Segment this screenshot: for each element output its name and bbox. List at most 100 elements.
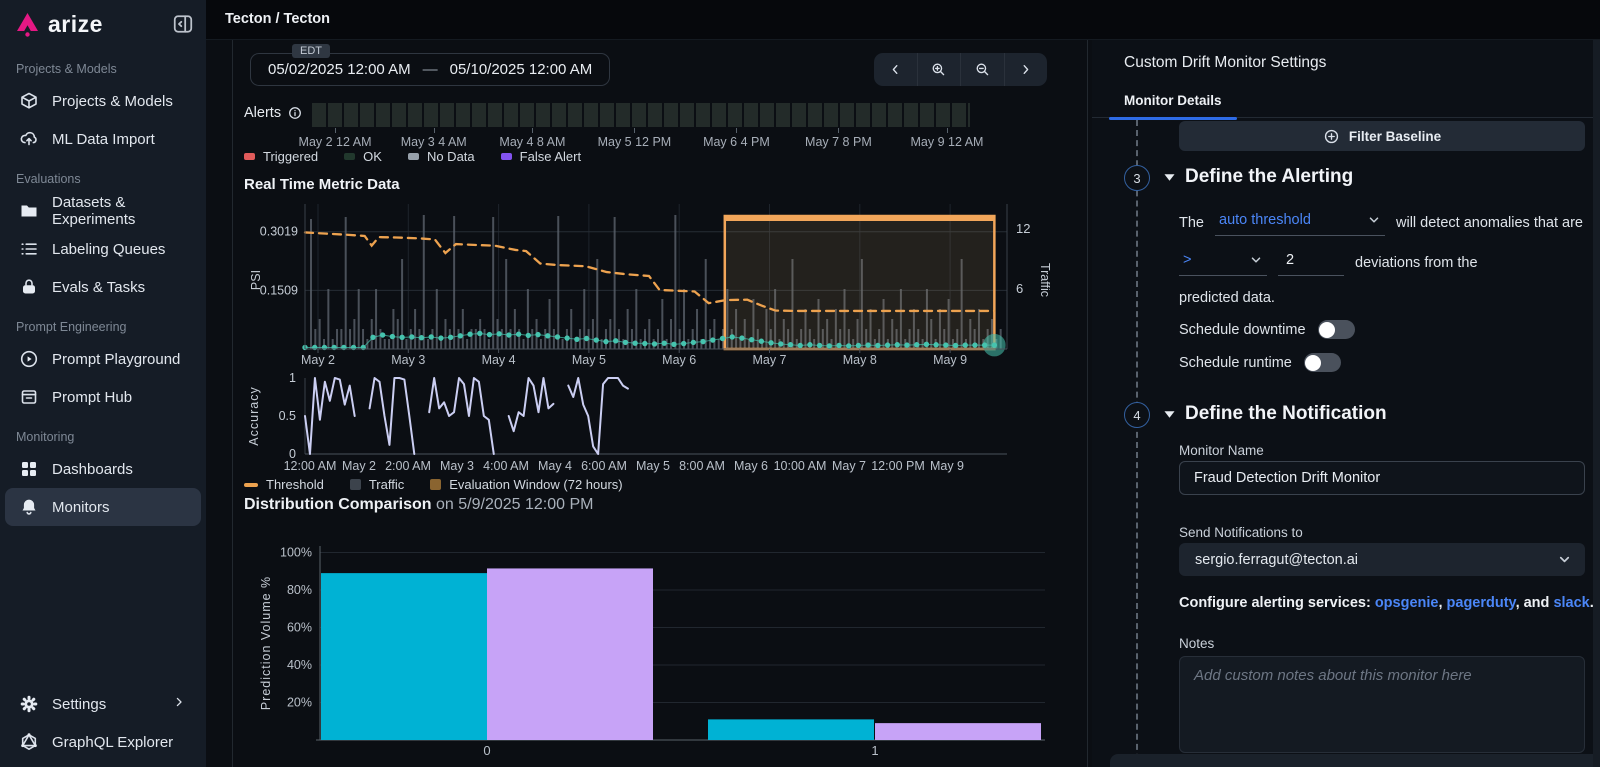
step-3-badge: 3	[1124, 165, 1150, 191]
tab-active-underline	[1109, 117, 1237, 120]
svg-text:100%: 100%	[280, 546, 312, 560]
caret-down-icon	[1164, 173, 1175, 181]
zoom-in-button[interactable]	[918, 53, 961, 86]
sidebar-item-monitors[interactable]: Monitors	[5, 488, 201, 526]
send-notifications-select[interactable]: sergio.ferragut@tecton.ai	[1179, 543, 1585, 576]
sidebar-item-label: Projects & Models	[52, 92, 173, 110]
step-number: 4	[1133, 407, 1141, 423]
sidebar-item-ml-data-import[interactable]: ML Data Import	[5, 120, 201, 158]
notification-heading: Define the Notification	[1185, 403, 1387, 424]
distribution-title: Distribution Comparison on 5/9/2025 12:0…	[244, 496, 593, 514]
separator: .	[1589, 595, 1594, 611]
date-range-start: 05/02/2025 12:00 AM	[268, 61, 411, 78]
sidebar-item-dashboards[interactable]: Dashboards	[5, 450, 201, 488]
play-circle-icon	[19, 349, 39, 369]
svg-text:0: 0	[289, 447, 296, 461]
zoom-out-button[interactable]	[961, 53, 1005, 86]
send-notifications-label: Send Notifications to	[1179, 525, 1303, 540]
chevron-down-icon	[1369, 217, 1379, 223]
comparator-select[interactable]: >	[1179, 250, 1267, 276]
slack-link[interactable]: slack	[1553, 595, 1590, 611]
cube-icon	[19, 91, 39, 111]
svg-text:May 9: May 9	[930, 459, 964, 473]
graphql-icon	[19, 732, 39, 752]
svg-text:May 3: May 3	[440, 459, 474, 473]
gear-icon	[19, 694, 39, 714]
alerts-legend: Triggered OK No Data False Alert	[244, 149, 581, 164]
svg-text:May 3: May 3	[391, 353, 425, 367]
timezone-badge: EDT	[292, 44, 330, 58]
chevron-down-icon	[1559, 556, 1570, 563]
step-number: 3	[1133, 170, 1141, 186]
schedule-runtime-toggle[interactable]	[1303, 353, 1341, 372]
folder-icon	[19, 201, 39, 221]
deviations-input[interactable]: 2	[1278, 250, 1344, 276]
svg-text:0.3019: 0.3019	[260, 225, 298, 239]
svg-text:Prediction Volume %: Prediction Volume %	[259, 576, 273, 710]
alerts-axis-tick	[335, 128, 337, 133]
sidebar-item-graphql-explorer[interactable]: GraphQL Explorer	[5, 723, 201, 761]
svg-text:May 6: May 6	[662, 353, 696, 367]
sidebar-spacer	[0, 526, 206, 685]
svg-text:May 8: May 8	[843, 353, 877, 367]
real-time-metric-chart[interactable]: 0.3019 0.1509 12 6 PSI Traffic May 2 May 3 May 4…	[240, 196, 1052, 373]
panel-scrollbar-track[interactable]	[1593, 40, 1600, 767]
schedule-downtime-toggle[interactable]	[1317, 320, 1355, 339]
threshold-type-select[interactable]: auto threshold	[1215, 210, 1385, 236]
alerting-heading: Define the Alerting	[1185, 166, 1354, 187]
notes-textarea[interactable]: Add custom notes about this monitor here	[1179, 656, 1585, 753]
filter-baseline-button[interactable]: Filter Baseline	[1179, 121, 1585, 151]
legend-swatch	[430, 479, 442, 490]
sidebar-item-label: Settings	[52, 695, 107, 713]
alerts-timeline-strip[interactable]	[312, 103, 970, 127]
sidebar-item-evals-tasks[interactable]: Evals & Tasks	[5, 268, 201, 306]
svg-text:May 4: May 4	[482, 353, 516, 367]
sentence-text: predicted data.	[1179, 290, 1275, 306]
logo-row: arize	[0, 0, 206, 48]
tab-label: Monitor Details	[1124, 93, 1222, 108]
sidebar-item-datasets-experiments[interactable]: Datasets & Experiments	[5, 192, 201, 230]
svg-text:4:00 AM: 4:00 AM	[483, 459, 529, 473]
date-range-picker[interactable]: 05/02/2025 12:00 AM — 05/10/2025 12:00 A…	[250, 53, 611, 86]
sidebar-collapse-icon[interactable]	[172, 13, 194, 35]
info-icon[interactable]	[287, 105, 303, 121]
sidebar-item-labeling-queues[interactable]: Labeling Queues	[5, 230, 201, 268]
alerting-sentence-row-1: The auto threshold will detect anomalies…	[1179, 210, 1600, 236]
alerts-axis-label: May 3 4 AM	[400, 135, 467, 149]
sidebar-item-settings[interactable]: Settings	[5, 685, 201, 723]
next-range-button[interactable]	[1005, 53, 1048, 86]
svg-text:60%: 60%	[287, 621, 312, 635]
alerts-axis-tick	[946, 128, 948, 133]
pagerduty-link[interactable]: pagerduty	[1446, 595, 1516, 611]
distribution-comparison-chart[interactable]: 20% 40% 60% 80% 100% Prediction Volume % 0 1	[240, 518, 1070, 763]
legend-label: No Data	[426, 149, 475, 164]
svg-text:Traffic: Traffic	[1038, 263, 1050, 297]
alerting-section-header[interactable]: Define the Alerting	[1163, 166, 1353, 188]
schedule-runtime-row: Schedule runtime	[1179, 353, 1341, 372]
toggle-knob	[1319, 321, 1336, 338]
threshold-type-value: auto threshold	[1219, 212, 1311, 228]
toggle-knob	[1305, 354, 1322, 371]
sidebar-item-prompt-playground[interactable]: Prompt Playground	[5, 340, 201, 378]
opsgenie-link[interactable]: opsgenie	[1374, 595, 1439, 611]
bell-icon	[19, 497, 39, 517]
sentence-text: deviations from the	[1355, 255, 1478, 271]
svg-text:12:00 AM: 12:00 AM	[284, 459, 337, 473]
chevron-down-icon	[1251, 257, 1261, 263]
tab-monitor-details[interactable]: Monitor Details	[1109, 90, 1237, 120]
time-nav-group	[874, 53, 1047, 86]
sidebar-item-projects-models[interactable]: Projects & Models	[5, 82, 201, 120]
monitor-name-input[interactable]: Fraud Detection Drift Monitor	[1179, 461, 1585, 495]
svg-text:May 2: May 2	[342, 459, 376, 473]
accuracy-chart[interactable]: 0 0.5 1 Accuracy 12:00 AM May 2 2:00 AM May 3 4:…	[240, 370, 1050, 479]
step-4-badge: 4	[1124, 402, 1150, 428]
prev-range-button[interactable]	[874, 53, 918, 86]
topbar: Tecton / Tecton	[206, 0, 1600, 40]
main-content: EDT 05/02/2025 12:00 AM — 05/10/2025 12:…	[206, 40, 1087, 767]
svg-text:0: 0	[483, 743, 490, 758]
sidebar-item-prompt-hub[interactable]: Prompt Hub	[5, 378, 201, 416]
alerting-sentence-row-2: > 2 deviations from the	[1179, 250, 1600, 276]
legend-item: No Data	[407, 149, 475, 164]
notification-section-header[interactable]: Define the Notification	[1163, 403, 1387, 425]
